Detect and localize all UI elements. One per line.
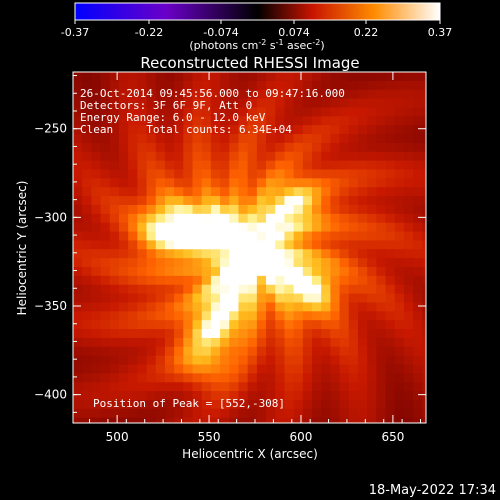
colorbar-tick-label: -0.22 — [135, 26, 163, 39]
colorbar — [74, 2, 441, 21]
colorbar-tick-label: -0.074 — [203, 26, 238, 39]
colorbar-tick-label: 0.22 — [354, 26, 379, 39]
y-tick-label: −300 — [34, 210, 67, 224]
x-axis-label: Heliocentric X (arcsec) — [182, 447, 318, 461]
annotation-counts: Clean Total counts: 6.34E+04 — [80, 123, 292, 136]
chart-title: Reconstructed RHESSI Image — [140, 54, 359, 72]
heatmap-image — [73, 72, 426, 423]
annotation-energy: Energy Range: 6.0 - 12.0 keV — [80, 111, 266, 124]
y-tick-label: −400 — [34, 388, 67, 402]
annotation-time: 26-Oct-2014 09:45:56.000 to 09:47:16.000 — [80, 87, 345, 100]
colorbar-tick-label: 0.074 — [278, 26, 310, 39]
y-axis-label: Heliocentric Y (arcsec) — [15, 181, 29, 316]
x-tick-label: 650 — [381, 430, 404, 444]
x-tick-label: 550 — [198, 430, 221, 444]
x-tick-label: 600 — [290, 430, 313, 444]
colorbar-ticks: -0.37 -0.22 -0.074 0.074 0.22 0.37 — [61, 20, 452, 39]
y-tick-label: −350 — [34, 299, 67, 313]
colorbar-tick-label: -0.37 — [61, 26, 89, 39]
colorbar-unit-label: (photons cm-2 s-1 asec-2) — [189, 38, 324, 52]
y-tick-label: −250 — [34, 122, 67, 136]
footer-timestamp: 18-May-2022 17:34 — [369, 483, 496, 498]
plot-frame — [72, 71, 427, 424]
axis-ticks: 500 550 600 650 −250 −300 −350 −400 — [34, 72, 426, 444]
annotation-detectors: Detectors: 3F 6F 9F, Att 0 — [80, 99, 252, 112]
x-tick-label: 500 — [106, 430, 129, 444]
peak-position-label: Position of Peak = [552,-308] — [93, 397, 285, 410]
colorbar-tick-label: 0.37 — [428, 26, 453, 39]
